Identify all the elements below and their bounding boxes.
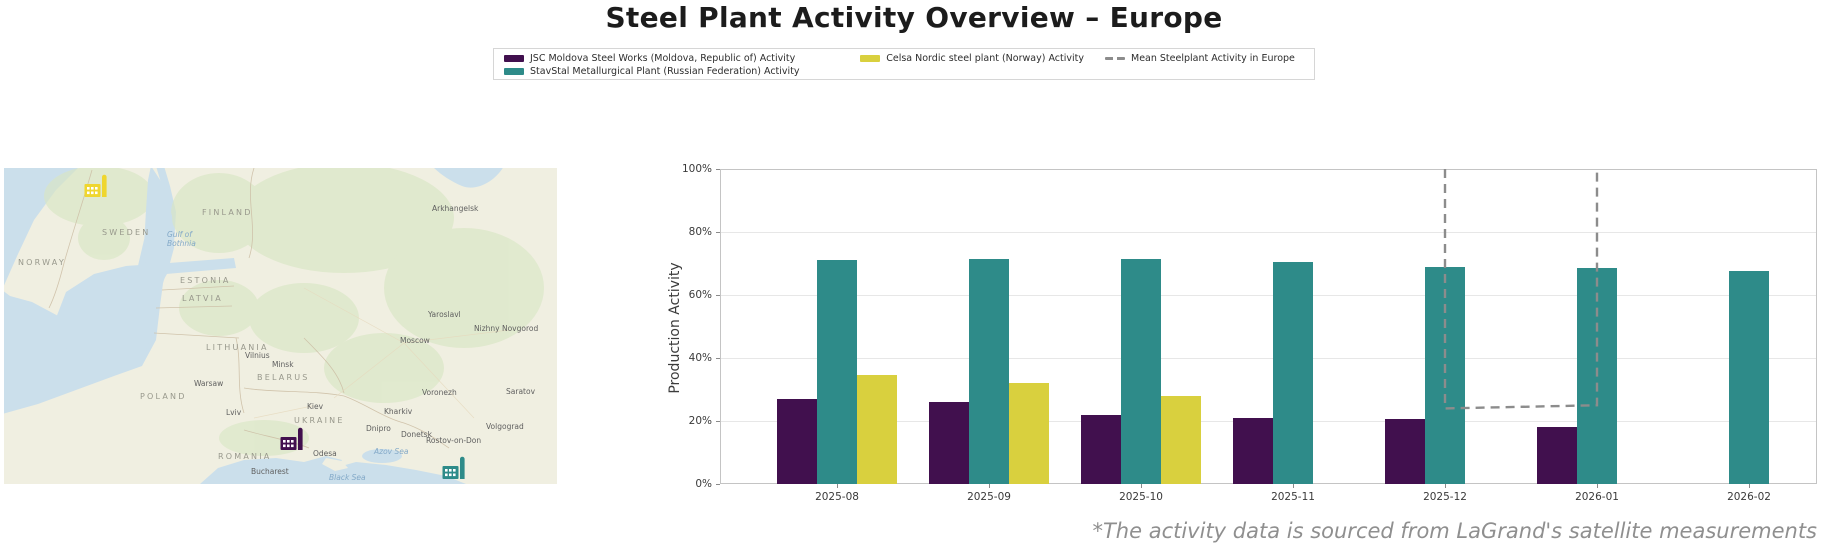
bar-2025-09-moldova [929,402,969,484]
bar-2025-11-moldova [1233,417,1273,484]
y-tick-mark-100 [716,169,720,170]
legend-column-1: JSC Moldova Steel Works (Moldova, Republ… [504,53,860,77]
map-seas [56,168,503,484]
mean-activity-line [1443,169,1599,410]
y-tick-mark-0 [716,484,720,485]
y-tick-mark-40 [716,358,720,359]
bar-2025-10-stavstal [1121,258,1161,484]
x-tick-mark-2025-08 [837,484,838,488]
bar-2026-02-stavstal [1729,271,1769,484]
legend-column-2: Celsa Nordic steel plant (Norway) Activi… [860,53,1105,64]
bar-2025-11-stavstal [1273,261,1313,484]
legend-swatch-celsa [860,55,881,62]
bar-2025-12-stavstal [1425,266,1465,484]
x-tick-mark-2026-01 [1597,484,1598,488]
x-tick-label-2025-09: 2025-09 [967,491,1011,503]
y-tick-label-40: 40% [688,352,712,364]
legend-label-mean: Mean Steelplant Activity in Europe [1131,53,1295,64]
baltic-sea [56,258,236,370]
page-title: Steel Plant Activity Overview – Europe [605,1,1223,34]
legend-label-stavstal: StavStal Metallurgical Plant (Russian Fe… [530,66,800,77]
chart-legend: JSC Moldova Steel Works (Moldova, Republ… [493,48,1315,80]
y-tick-label-20: 20% [688,415,712,427]
bar-2025-09-stavstal [969,258,1009,484]
bar-2025-08-stavstal [817,260,857,484]
y-tick-label-100: 100% [681,163,712,175]
europe-map: NORWAY SWEDEN FINLAND ESTONIA LATVIA LITHUANI… [4,168,557,484]
legend-item-stavstal: StavStal Metallurgical Plant (Russian Fe… [504,66,860,77]
x-tick-label-2025-08: 2025-08 [815,491,859,503]
y-tick-label-80: 80% [688,226,712,238]
x-tick-mark-2025-09 [989,484,990,488]
white-sea [434,168,503,188]
gridline-60 [721,295,1816,296]
legend-label-celsa: Celsa Nordic steel plant (Norway) Activi… [886,53,1084,64]
gridline-40 [721,358,1816,359]
y-tick-label-60: 60% [688,289,712,301]
legend-label-jsc-moldova: JSC Moldova Steel Works (Moldova, Republ… [530,53,796,64]
legend-dashed-line-swatch [1105,57,1125,60]
bar-2026-01-moldova [1537,427,1577,484]
bar-2025-08-moldova [777,398,817,484]
legend-swatch-stavstal [504,68,524,75]
map-vegetation [44,168,544,456]
black-sea [200,456,466,484]
x-tick-label-2026-01: 2026-01 [1575,491,1619,503]
legend-column-3: Mean Steelplant Activity in Europe [1105,53,1304,64]
bar-2025-10-celsa [1161,395,1201,484]
x-tick-label-2026-02: 2026-02 [1727,491,1771,503]
x-tick-label-2025-12: 2025-12 [1423,491,1467,503]
y-tick-mark-20 [716,421,720,422]
crimea-peninsula [322,458,348,471]
map-roads [253,287,510,419]
x-tick-label-2025-11: 2025-11 [1271,491,1315,503]
legend-swatch-jsc-moldova [504,55,524,62]
x-tick-mark-2026-02 [1749,484,1750,488]
europe-map-canvas [4,168,557,484]
y-tick-mark-80 [716,232,720,233]
x-tick-mark-2025-12 [1445,484,1446,488]
legend-item-mean: Mean Steelplant Activity in Europe [1105,53,1304,64]
x-tick-mark-2025-11 [1293,484,1294,488]
bar-2025-10-moldova [1081,414,1121,484]
bar-2025-08-celsa [857,375,897,484]
legend-item-jsc-moldova: JSC Moldova Steel Works (Moldova, Republ… [504,53,860,64]
azov-sea [362,449,402,463]
y-tick-mark-60 [716,295,720,296]
x-tick-label-2025-10: 2025-10 [1119,491,1163,503]
gridline-80 [721,232,1816,233]
bar-2025-09-celsa [1009,383,1049,484]
legend-item-celsa: Celsa Nordic steel plant (Norway) Activi… [860,53,1105,64]
bar-2025-12-moldova [1385,419,1425,484]
x-tick-mark-2025-10 [1141,484,1142,488]
y-tick-label-0: 0% [695,478,712,490]
footnote: *The activity data is sourced from LaGra… [1092,519,1817,543]
